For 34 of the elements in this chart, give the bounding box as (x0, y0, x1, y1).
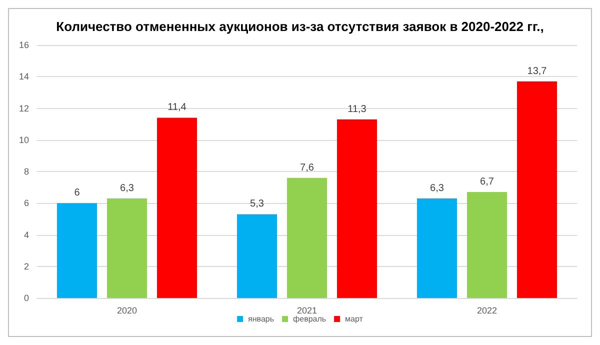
data-label: 6 (74, 188, 80, 199)
data-label: 6,3 (430, 182, 444, 194)
bar (237, 214, 277, 298)
y-tick-label: 8 (24, 166, 29, 176)
y-tick-label: 16 (18, 40, 29, 50)
data-label: 11,3 (348, 104, 367, 115)
y-tick-label: 0 (24, 293, 29, 303)
bar (107, 198, 147, 298)
legend-label: март (345, 314, 364, 324)
bar (337, 119, 377, 298)
data-label: 6,3 (120, 182, 134, 194)
bar (417, 198, 457, 298)
x-tick-label: 2022 (476, 306, 498, 316)
x-tick-label: 2021 (296, 306, 318, 316)
data-label: 5,3 (250, 198, 264, 210)
x-tick-label: 2020 (116, 306, 138, 316)
data-label: 11,4 (168, 102, 187, 114)
data-label: 6,7 (480, 176, 494, 188)
y-tick-label: 12 (18, 103, 29, 114)
chart-title: Количество отмененных аукционов из-за отсутствия заявок в 2020-2022 гг., (56, 19, 544, 34)
y-tick-label: 4 (24, 230, 29, 240)
bar (517, 81, 557, 298)
bar (467, 192, 507, 298)
y-tick-label: 14 (18, 72, 29, 82)
bar (287, 178, 327, 298)
data-label: 7,6 (300, 162, 314, 174)
legend-label: февраль (293, 314, 326, 324)
y-tick-label: 6 (24, 198, 29, 208)
y-tick-label: 2 (24, 261, 29, 272)
bar (57, 203, 97, 298)
bar (157, 118, 197, 298)
data-label: 13,7 (527, 66, 548, 77)
y-tick-label: 10 (18, 134, 29, 145)
legend-label: январь (248, 314, 274, 324)
